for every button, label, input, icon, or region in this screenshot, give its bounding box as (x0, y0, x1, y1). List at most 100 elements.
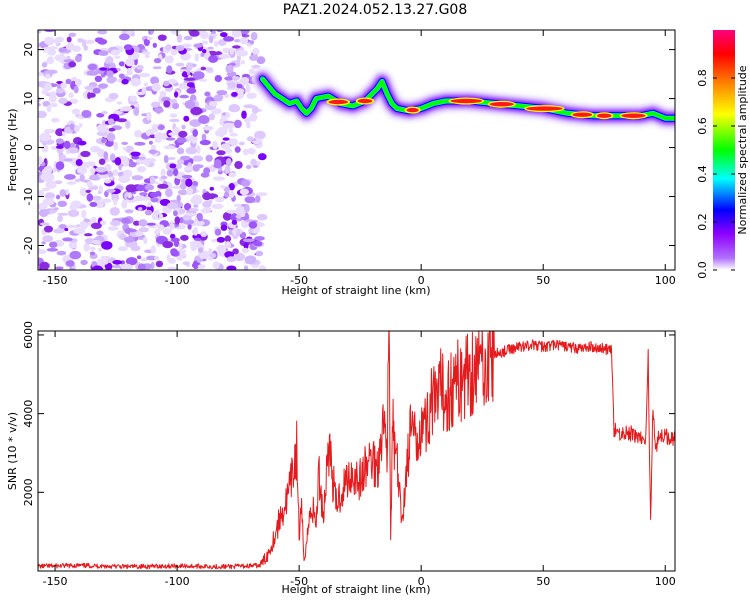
colorbar-tick-label: 0.0 (696, 261, 709, 279)
noise-blob (90, 222, 102, 229)
noise-blob (83, 242, 90, 252)
noise-blob (138, 219, 148, 227)
noise-blob (228, 172, 237, 178)
noise-blob (216, 90, 228, 96)
noise-blob (193, 43, 204, 48)
x-axis-ticks: -150 -100 -50 0 50 100 (43, 30, 676, 287)
noise-blob (46, 56, 55, 65)
noise-blob (236, 228, 241, 237)
noise-blob (175, 45, 185, 52)
noise-blob (145, 87, 152, 91)
noise-blob (241, 110, 247, 119)
colorbar: 0.0 0.2 0.4 0.6 0.8 Normalized spectral ampl… (696, 30, 749, 279)
noise-blobs (38, 30, 268, 270)
noise-blob (44, 192, 55, 200)
noise-blob (186, 187, 194, 196)
noise-blob (200, 52, 205, 58)
noise-blob (68, 61, 77, 68)
noise-blob (184, 203, 192, 211)
noise-blob (229, 47, 234, 55)
noise-blob (184, 166, 193, 172)
noise-blob (194, 53, 200, 62)
noise-blob (151, 123, 161, 132)
noise-blob (77, 38, 84, 43)
noise-blob (233, 203, 242, 207)
noise-blob (98, 247, 103, 252)
noise-blob (92, 265, 104, 270)
noise-blob (139, 72, 151, 78)
noise-blob (54, 180, 63, 184)
noise-blob (150, 76, 160, 85)
noise-blob (101, 138, 107, 143)
noise-blob (91, 240, 101, 245)
noise-blob (258, 265, 267, 270)
noise-blob (218, 53, 231, 59)
noise-blob (242, 73, 251, 78)
noise-blob (180, 155, 191, 161)
noise-blob (241, 179, 251, 187)
noise-blob (183, 35, 193, 41)
noise-blob (92, 185, 99, 190)
noise-blob (173, 127, 180, 133)
noise-blob (163, 155, 169, 164)
noise-blob (148, 157, 156, 163)
noise-blob (86, 70, 99, 76)
noise-blob (107, 226, 119, 231)
x-tick-label: 100 (655, 575, 676, 588)
noise-blob (204, 67, 214, 72)
noise-blob (240, 60, 245, 65)
noise-blob (233, 39, 241, 43)
noise-blob (224, 235, 232, 243)
noise-blob (231, 91, 238, 97)
ridge-peak (328, 99, 349, 105)
y-tick-label: 2000 (22, 478, 35, 506)
noise-blob (189, 240, 202, 246)
noise-blob (114, 157, 122, 166)
noise-blob (157, 183, 169, 189)
noise-blob (239, 188, 249, 196)
noise-blob (68, 147, 79, 154)
noise-blob (78, 123, 83, 128)
noise-blob (170, 233, 176, 239)
noise-blob (258, 153, 267, 161)
noise-blob (222, 211, 232, 221)
noise-blob (255, 160, 261, 167)
noise-blob (200, 208, 212, 214)
noise-blob (121, 217, 131, 225)
noise-blob (146, 36, 153, 41)
noise-blob (197, 213, 203, 222)
noise-blob (136, 64, 144, 70)
noise-blob (97, 148, 106, 158)
noise-blob (92, 87, 101, 94)
noise-blob (38, 190, 45, 198)
noise-blob (246, 92, 257, 99)
x-tick-label: 50 (536, 274, 550, 287)
noise-blob (234, 146, 241, 153)
noise-blob (154, 181, 159, 185)
noise-blob (74, 178, 81, 183)
noise-blob (58, 97, 68, 104)
ridge-peak (406, 107, 419, 113)
noise-blob (89, 246, 96, 251)
noise-blob (170, 248, 178, 256)
y-tick-label: -10 (22, 188, 35, 206)
noise-blob (216, 150, 226, 156)
noise-blob (256, 56, 266, 65)
noise-blob (111, 192, 120, 202)
noise-blob (131, 175, 144, 181)
noise-blob (182, 214, 192, 221)
noise-blob (130, 77, 141, 87)
noise-blob (189, 119, 202, 127)
noise-blob (214, 177, 224, 181)
noise-blob (207, 46, 214, 50)
noise-blob (211, 33, 218, 37)
noise-blob (117, 79, 123, 83)
noise-blob (83, 218, 89, 222)
noise-blob (164, 55, 174, 64)
noise-blob (152, 66, 162, 70)
plot-frame (37, 29, 676, 271)
noise-blob (187, 223, 192, 230)
noise-blob (112, 260, 123, 265)
ridge-peak (357, 98, 373, 104)
